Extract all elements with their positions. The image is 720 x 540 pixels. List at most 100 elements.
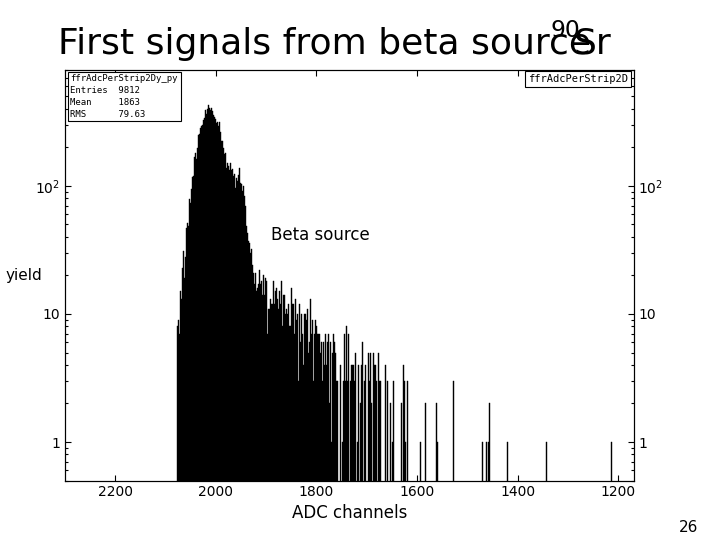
Bar — [199, 127, 201, 540]
Bar — [251, 249, 252, 540]
Bar — [292, 304, 293, 540]
Bar — [350, 381, 351, 540]
Bar — [284, 295, 285, 540]
Bar — [249, 242, 250, 540]
Bar — [315, 320, 317, 540]
Bar — [300, 342, 302, 540]
Bar — [371, 403, 372, 540]
Bar — [393, 381, 394, 540]
Bar — [258, 285, 259, 540]
Bar — [236, 178, 237, 540]
Bar — [220, 132, 221, 540]
Bar — [351, 365, 353, 540]
Text: ffrAdcPerStrip2D: ffrAdcPerStrip2D — [528, 75, 628, 84]
Bar — [272, 304, 273, 540]
Bar — [241, 184, 242, 540]
Bar — [390, 403, 391, 540]
Bar — [260, 285, 261, 540]
Bar — [489, 403, 490, 540]
Bar — [267, 334, 268, 540]
Bar — [332, 353, 333, 540]
Bar — [191, 188, 192, 540]
Bar — [340, 365, 341, 540]
Bar — [305, 314, 307, 540]
Bar — [333, 342, 335, 540]
Text: 90: 90 — [551, 19, 580, 42]
Bar — [285, 314, 287, 540]
Bar — [354, 381, 355, 540]
Bar — [232, 169, 233, 540]
Bar — [353, 365, 354, 540]
Bar — [288, 304, 289, 540]
Bar — [294, 334, 295, 540]
Bar — [230, 163, 231, 540]
Bar — [198, 135, 199, 540]
Bar — [243, 186, 244, 540]
Bar — [280, 304, 282, 540]
Bar — [342, 442, 343, 540]
Bar — [181, 268, 183, 540]
Bar — [214, 117, 215, 540]
Bar — [265, 278, 266, 540]
Bar — [303, 365, 305, 540]
Bar — [310, 299, 312, 540]
Bar — [282, 326, 283, 540]
Text: Noise: Noise — [187, 226, 233, 244]
Bar — [378, 353, 379, 540]
Bar — [295, 299, 297, 540]
Y-axis label: yield: yield — [6, 268, 42, 283]
Bar — [215, 119, 216, 540]
Text: 26: 26 — [679, 519, 698, 535]
Bar — [322, 381, 323, 540]
Bar — [407, 381, 408, 540]
Bar — [189, 204, 191, 540]
Bar — [252, 265, 253, 540]
Bar — [206, 114, 207, 540]
Bar — [307, 309, 308, 540]
Bar — [244, 196, 245, 540]
Bar — [233, 176, 234, 540]
Bar — [376, 381, 377, 540]
Bar — [374, 365, 375, 540]
Bar — [264, 295, 265, 540]
Bar — [253, 273, 254, 540]
Bar — [204, 111, 206, 540]
Bar — [320, 342, 322, 540]
Bar — [222, 140, 223, 540]
Bar — [201, 126, 202, 540]
Bar — [271, 304, 272, 540]
Bar — [276, 288, 277, 540]
Bar — [239, 168, 240, 540]
Bar — [196, 159, 197, 540]
Bar — [178, 320, 179, 540]
Text: Beta source: Beta source — [271, 226, 370, 244]
Bar — [263, 275, 264, 540]
Bar — [370, 353, 371, 540]
Bar — [287, 314, 288, 540]
Bar — [238, 175, 239, 540]
Bar — [235, 187, 236, 540]
Bar — [328, 403, 330, 540]
Bar — [229, 170, 230, 540]
Bar — [343, 334, 345, 540]
Bar — [274, 304, 275, 540]
Bar — [255, 273, 256, 540]
Bar — [318, 334, 320, 540]
Bar — [277, 299, 278, 540]
Bar — [347, 381, 348, 540]
Bar — [259, 270, 260, 540]
Bar — [345, 381, 346, 540]
Bar — [218, 126, 219, 540]
Bar — [611, 442, 613, 540]
Bar — [231, 170, 232, 540]
Bar — [275, 292, 276, 540]
Bar — [203, 120, 204, 540]
Bar — [279, 292, 280, 540]
Bar — [405, 442, 406, 540]
Bar — [194, 153, 196, 540]
Bar — [270, 299, 271, 540]
Bar — [313, 381, 315, 540]
Bar — [245, 206, 246, 540]
Bar — [380, 381, 381, 540]
Bar — [184, 256, 186, 540]
